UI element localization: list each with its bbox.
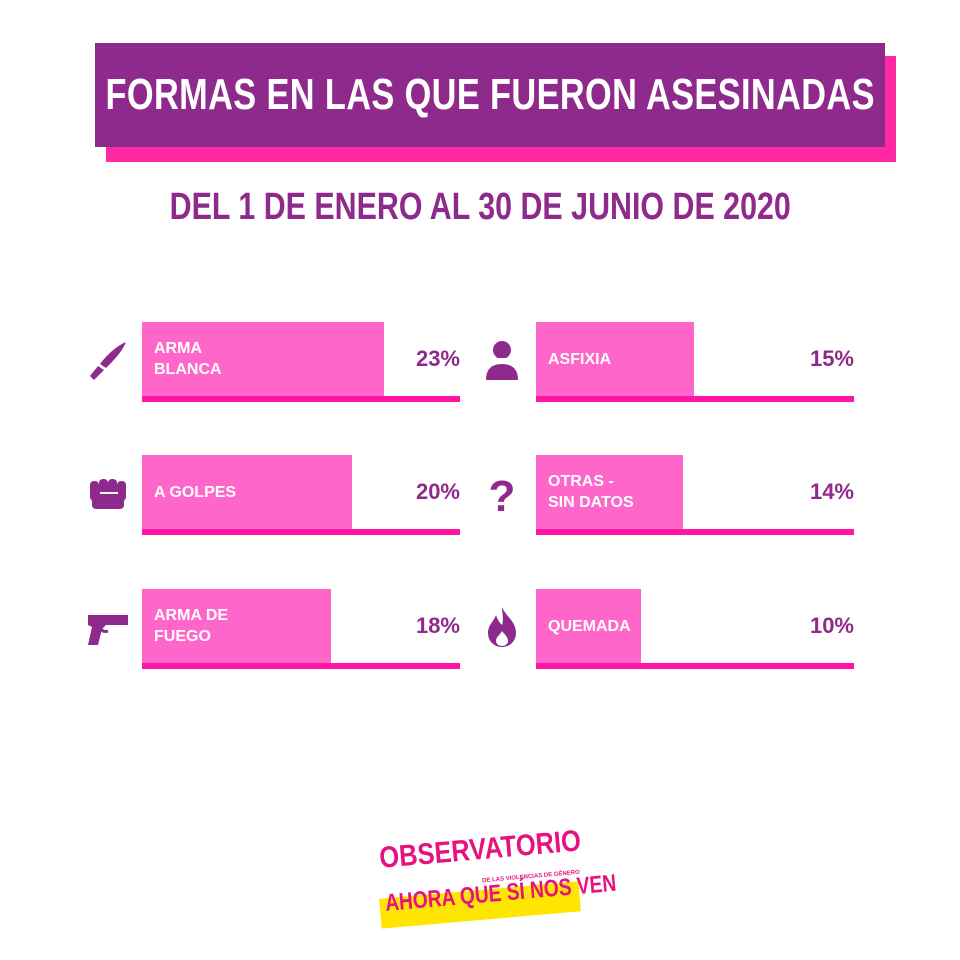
logo-line-observatorio: OBSERVATORIO: [378, 824, 583, 875]
svg-text:?: ?: [489, 472, 516, 515]
bar-value-label: 15%: [809, 346, 854, 371]
bar-label: A GOLPES: [154, 483, 237, 501]
chart-bar: [536, 589, 641, 663]
chart-baseline: [536, 663, 854, 669]
flame-icon: [480, 605, 524, 649]
bar-value-label: 14%: [809, 479, 854, 504]
chart-bar: [142, 589, 331, 663]
knife-icon: [86, 338, 130, 382]
bar-value-label: 10%: [809, 613, 854, 638]
question-mark-icon: ?: [480, 471, 524, 521]
chart-title: FORMAS EN LAS QUE FUERON ASESINADAS: [105, 70, 875, 119]
asphyxia-person-icon: [480, 338, 524, 382]
fist-icon: [86, 471, 130, 515]
chart-bar: [536, 322, 694, 396]
bar-value-label: 20%: [415, 479, 460, 504]
chart-subtitle-text: DEL 1 DE ENERO AL 30 DE JUNIO DE 2020: [169, 186, 791, 228]
observatorio-logo: OBSERVATORIO DE LAS VIOLENCIAS DE GÉNERO…: [378, 824, 617, 932]
chart-bar: [142, 322, 384, 396]
chart-bar: [142, 455, 352, 529]
chart-baseline: [142, 529, 460, 535]
bar-label: QUEMADA: [548, 617, 631, 635]
chart-baseline: [142, 396, 460, 402]
bar-value-label: 23%: [415, 346, 460, 371]
chart-row: QUEMADA 10%: [480, 589, 854, 669]
gun-icon: [86, 605, 130, 649]
chart-baseline: [142, 663, 460, 669]
chart-row: ASFIXIA 15%: [480, 322, 854, 402]
chart-row: ARMA BLANCA 23%: [86, 322, 460, 402]
chart-subtitle: DEL 1 DE ENERO AL 30 DE JUNIO DE 2020: [0, 186, 960, 229]
chart-bar: [536, 455, 683, 529]
bar-label: ARMA DE FUEGO: [154, 607, 229, 645]
chart-row: ARMA DE FUEGO 18%: [86, 589, 460, 669]
bar-label: OTRAS - SIN DATOS: [548, 473, 634, 511]
chart-baseline: [536, 396, 854, 402]
chart-row: ? OTRAS - SIN DATOS 14%: [480, 455, 854, 535]
chart-baseline: [536, 529, 854, 535]
bar-label: ASFIXIA: [548, 350, 612, 368]
title-banner: FORMAS EN LAS QUE FUERON ASESINADAS: [95, 43, 885, 147]
bar-value-label: 18%: [415, 613, 460, 638]
bar-label: ARMA BLANCA: [154, 340, 222, 378]
chart-row: A GOLPES 20%: [86, 455, 460, 535]
